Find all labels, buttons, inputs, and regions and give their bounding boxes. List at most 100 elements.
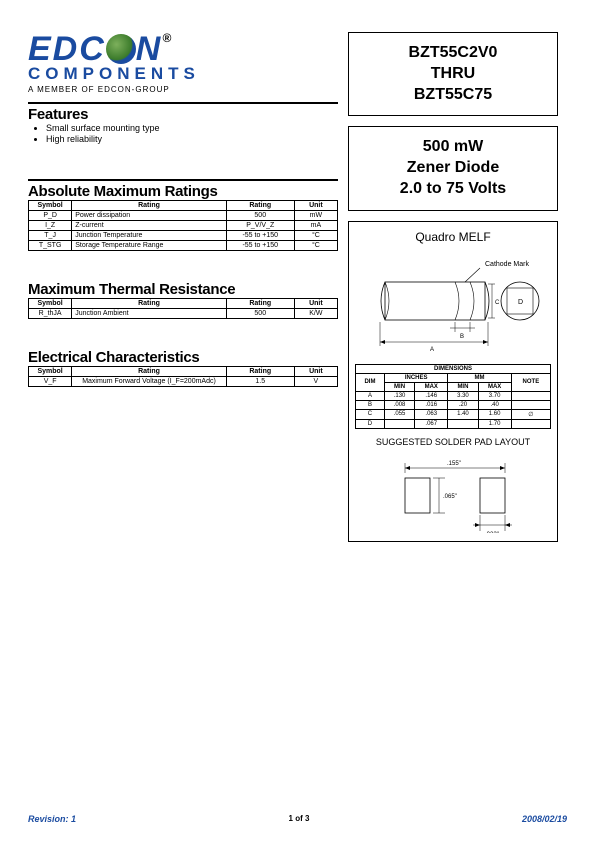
cell — [511, 391, 550, 400]
cell: MIN — [448, 382, 478, 391]
th-rating1: Rating — [72, 299, 227, 309]
logo-right: N — [136, 30, 163, 68]
table-row: V_FMaximum Forward Voltage (I_F=200mAdc)… — [29, 377, 338, 387]
cell: 500 — [226, 309, 294, 319]
th-rating2: Rating — [226, 367, 294, 377]
th-symbol: Symbol — [29, 299, 72, 309]
table-row: A.130.1463.303.70 — [356, 391, 551, 400]
package-box: Quadro MELF Cathode Mark D — [348, 221, 558, 542]
cell: Junction Ambient — [72, 309, 227, 319]
left-column: EDCN® COMPONENTS A MEMBER OF EDCON-GROUP… — [28, 32, 338, 542]
svg-text:C: C — [495, 300, 500, 306]
cell: .067 — [415, 419, 448, 428]
table-row: DIMENSIONS — [356, 364, 551, 373]
cell: °C — [294, 241, 337, 251]
spec-line1: 500 mW — [357, 137, 549, 158]
cell: .063 — [415, 409, 448, 419]
cell: ∅ — [511, 409, 550, 419]
logo-text: EDCN® — [28, 32, 338, 66]
table-row: T_JJunction Temperature-55 to +150°C — [29, 231, 338, 241]
cell: T_J — [29, 231, 72, 241]
table-row: Symbol Rating Rating Unit — [29, 367, 338, 377]
cell: .20 — [448, 400, 478, 409]
package-title: Quadro MELF — [355, 230, 551, 244]
footer: Revision: 1 1 of 3 2008/02/19 — [28, 814, 567, 824]
svg-text:B: B — [460, 334, 464, 340]
pad-height: .065" — [443, 494, 457, 500]
date: 2008/02/19 — [522, 814, 567, 824]
cell: V — [294, 377, 337, 387]
mtr-table: Symbol Rating Rating Unit R_thJAJunction… — [28, 298, 338, 319]
cell: 1.60 — [478, 409, 511, 419]
th-unit: Unit — [294, 201, 337, 211]
divider — [28, 102, 338, 104]
cell: T_STG — [29, 241, 72, 251]
cell: °C — [294, 231, 337, 241]
svg-text:A: A — [430, 347, 434, 353]
cell: Z-current — [72, 221, 227, 231]
feature-item: Small surface mounting type — [46, 123, 338, 133]
cell: NOTE — [511, 373, 550, 391]
table-row: Symbol Rating Rating Unit — [29, 201, 338, 211]
cell: Junction Temperature — [72, 231, 227, 241]
svg-text:D: D — [518, 299, 523, 306]
th-rating1: Rating — [72, 201, 227, 211]
cell: mW — [294, 211, 337, 221]
th-rating2: Rating — [226, 201, 294, 211]
logo: EDCN® COMPONENTS A MEMBER OF EDCON-GROUP — [28, 32, 338, 94]
melf-diagram: Cathode Mark D — [355, 254, 551, 354]
th-rating2: Rating — [226, 299, 294, 309]
cell: B — [356, 400, 385, 409]
cell: .055 — [384, 409, 414, 419]
cell: 1.40 — [448, 409, 478, 419]
th-unit: Unit — [294, 367, 337, 377]
logo-left: EDC — [28, 30, 106, 68]
cell: C — [356, 409, 385, 419]
page-number: 1 of 3 — [289, 814, 310, 824]
product-box: BZT55C2V0 THRU BZT55C75 — [348, 32, 558, 116]
cell: K/W — [294, 309, 337, 319]
cell: INCHES — [384, 373, 447, 382]
spec-line2: Zener Diode — [357, 158, 549, 179]
cell: MAX — [478, 382, 511, 391]
cell: 3.30 — [448, 391, 478, 400]
cell: P_V/V_Z — [226, 221, 294, 231]
pad-title: SUGGESTED SOLDER PAD LAYOUT — [355, 437, 551, 447]
cell — [511, 400, 550, 409]
cell: MM — [448, 373, 511, 382]
cell: .40 — [478, 400, 511, 409]
cell: .146 — [415, 391, 448, 400]
pad-gap: .022" — [485, 532, 499, 533]
th-symbol: Symbol — [29, 367, 72, 377]
cell: 1.70 — [478, 419, 511, 428]
table-row: C.055.0631.401.60∅ — [356, 409, 551, 419]
cell — [448, 419, 478, 428]
cell: 1.5 — [226, 377, 294, 387]
cell: P_D — [29, 211, 72, 221]
features-list: Small surface mounting type High reliabi… — [46, 123, 338, 144]
cell: I_Z — [29, 221, 72, 231]
features-title: Features — [28, 106, 338, 123]
dimensions-table: DIMENSIONS DIM INCHES MM NOTE MIN MAX MI… — [355, 364, 551, 429]
pad-width: .155" — [447, 461, 461, 467]
logo-subtitle1: COMPONENTS — [28, 64, 338, 84]
table-row: DIM INCHES MM NOTE — [356, 373, 551, 382]
cell — [384, 419, 414, 428]
cell: DIM — [356, 373, 385, 391]
amr-table: Symbol Rating Rating Unit P_DPower dissi… — [28, 200, 338, 251]
table-row: D.0671.70 — [356, 419, 551, 428]
revision: Revision: 1 — [28, 814, 76, 824]
product-line3: BZT55C75 — [357, 85, 549, 106]
amr-title: Absolute Maximum Ratings — [28, 183, 338, 200]
table-row: P_DPower dissipation500mW — [29, 211, 338, 221]
cell: Maximum Forward Voltage (I_F=200mAdc) — [72, 377, 227, 387]
table-row: B.008.016.20.40 — [356, 400, 551, 409]
th-symbol: Symbol — [29, 201, 72, 211]
product-line2: THRU — [357, 64, 549, 85]
table-row: T_STGStorage Temperature Range-55 to +15… — [29, 241, 338, 251]
spec-line3: 2.0 to 75 Volts — [357, 179, 549, 200]
product-line1: BZT55C2V0 — [357, 43, 549, 64]
spec-box: 500 mW Zener Diode 2.0 to 75 Volts — [348, 126, 558, 210]
right-column: BZT55C2V0 THRU BZT55C75 500 mW Zener Dio… — [348, 32, 558, 542]
feature-item: High reliability — [46, 134, 338, 144]
